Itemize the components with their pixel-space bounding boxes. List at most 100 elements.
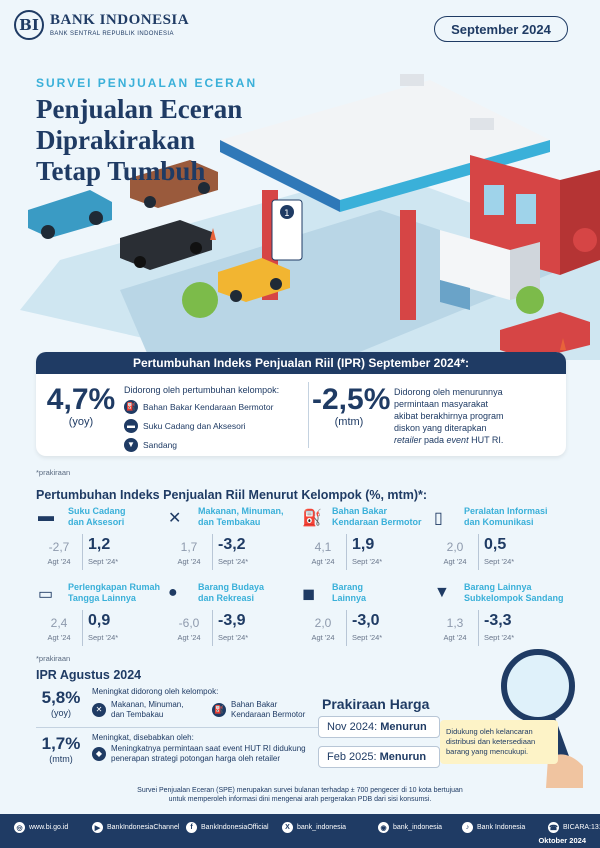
survey-eyebrow: SURVEI PENJUALAN ECERAN xyxy=(36,76,258,90)
drop-icon: ● xyxy=(168,584,178,601)
august-yoy-row: 5,8% (yoy) Meningkat didorong oleh kelom… xyxy=(36,684,326,728)
brown-pickup-icon xyxy=(130,160,218,208)
group-name: Peralatan Informasi dan Komunikasi xyxy=(464,506,548,527)
group-cur-value: 0,5 xyxy=(484,536,507,553)
phone-call-icon: ☎ xyxy=(548,822,559,833)
tiktok-icon: ♪ xyxy=(462,822,473,833)
yellow-car-icon xyxy=(218,258,290,302)
gas-station-illustration: 1 xyxy=(20,74,600,360)
brand-name: BANK INDONESIA xyxy=(50,12,190,28)
group-prev-label: Agt '24 xyxy=(177,557,201,566)
group-prev-label: Agt '24 xyxy=(177,633,201,642)
period-badge: September 2024 xyxy=(434,16,568,42)
group-prev-value: 1,7 xyxy=(180,540,198,554)
group-cur-label: Sept '24* xyxy=(218,633,249,642)
brand-sub: BANK SENTRAL REPUBLIK INDONESIA xyxy=(50,31,174,37)
shirt-icon: ▼ xyxy=(434,584,450,601)
phone-icon: ▯ xyxy=(434,510,443,527)
group-name: Barang Budaya dan Rekreasi xyxy=(198,582,265,603)
group-card: ◼ Barang Lainnya 2,0 Agt '24 -3,0 Sept '24* xyxy=(300,582,435,672)
survey-note: Survei Penjualan Eceran (SPE) merupakan … xyxy=(137,787,463,803)
ipr-mtm-value: -2,5% xyxy=(312,383,391,416)
group-name: Barang Lainnya Subkelompok Sandang xyxy=(464,582,564,603)
group-cur-label: Sept '24* xyxy=(88,633,119,642)
group-prev-value: 1,3 xyxy=(446,616,464,630)
car-icon: ▬ xyxy=(38,508,54,525)
august-mtm-label: (mtm) xyxy=(49,754,73,764)
group-divider xyxy=(478,534,479,570)
brand-logo: BI BANK INDONESIA BANK SENTRAL REPUBLIK … xyxy=(14,10,189,40)
ipr-mtm-explanation: Didorong oleh menurunnya permintaan masy… xyxy=(394,387,504,445)
footer-bar: ◎ www.bi.go.id ▶ BankIndonesiaChannel f BankI… xyxy=(0,814,600,848)
footer-link[interactable]: ☎ BICARA:131 xyxy=(548,822,600,833)
magnifier-icon xyxy=(501,649,583,788)
black-pickup-icon xyxy=(120,220,212,270)
x-icon: X xyxy=(282,822,293,833)
footer-link[interactable]: ♪ Bank Indonesia xyxy=(462,822,525,833)
group-cur-label: Sept '24* xyxy=(352,557,383,566)
august-mtm-reason: ◆ Meningkatnya permintaan saat event HUT… xyxy=(92,744,326,764)
ipr-yoy-label: (yoy) xyxy=(68,416,94,428)
fuel-hose-icon: ⛽ xyxy=(302,510,322,527)
group-card: ▯ Peralatan Informasi dan Komunikasi 2,0 Agt… xyxy=(432,506,567,596)
ipr-september-card: Pertumbuhan Indeks Penjualan Riil (IPR) … xyxy=(36,352,566,456)
august-yoy-value: 5,8% xyxy=(41,688,81,707)
footer-link[interactable]: ▶ BankIndonesiaChannel xyxy=(92,822,179,833)
footer-link[interactable]: ◎ www.bi.go.id xyxy=(14,822,68,833)
footer-link[interactable]: ◉ bank_indonesia xyxy=(378,822,442,833)
red-car-icon xyxy=(500,312,590,360)
group-prev-label: Agt '24 xyxy=(47,633,71,642)
august-yoy-item: ⛽ Bahan Bakar Kendaraan Bermotor xyxy=(212,700,305,720)
august-yoy-driver: Meningkat didorong oleh kelompok: xyxy=(92,687,219,696)
group-card: ● Barang Budaya dan Rekreasi -6,0 Agt '24 -3,… xyxy=(166,582,301,672)
group-divider xyxy=(82,610,83,646)
fuel-hose-icon: ⛽ xyxy=(212,703,226,717)
group-name: Suku Cadang dan Aksesori xyxy=(68,506,126,527)
group-cur-label: Sept '24* xyxy=(352,633,383,642)
group-cur-label: Sept '24* xyxy=(484,633,515,642)
facebook-icon: f xyxy=(186,822,197,833)
publish-date: Oktober 2024 xyxy=(538,836,586,845)
sofa-icon: ▭ xyxy=(38,586,54,603)
ipr-yoy-item: ▬ Suku Cadang dan Aksesori xyxy=(124,419,304,433)
ipr-footnote: *prakiraan xyxy=(36,468,71,477)
group-cur-value: 1,2 xyxy=(88,536,111,553)
group-prev-value: 2,4 xyxy=(50,616,68,630)
groups-title: Pertumbuhan Indeks Penjualan Riil Menuru… xyxy=(36,488,428,502)
august-yoy-label: (yoy) xyxy=(51,708,71,718)
group-divider xyxy=(346,610,347,646)
group-name: Bahan Bakar Kendaraan Bermotor xyxy=(332,506,422,527)
blue-car-icon xyxy=(28,190,112,239)
footer-link[interactable]: f BankIndonesiaOfficial xyxy=(186,822,269,833)
shopping-bag-icon: ◼ xyxy=(302,586,316,603)
group-name: Barang Lainnya xyxy=(332,582,367,603)
tag-icon: ◆ xyxy=(92,747,106,761)
group-prev-label: Agt '24 xyxy=(443,557,467,566)
utensils-icon: ✕ xyxy=(92,703,106,717)
august-yoy-item: ✕ Makanan, Minuman, dan Tembakau xyxy=(92,700,183,720)
youtube-icon: ▶ xyxy=(92,822,103,833)
august-mtm-driver: Meningkat, disebabkan oleh: xyxy=(92,733,194,742)
utensils-icon: ✕ xyxy=(168,510,182,527)
group-cur-value: 1,9 xyxy=(352,536,375,553)
group-cur-label: Sept '24* xyxy=(218,557,249,566)
ipr-yoy-driver: Didorong oleh pertumbuhan kelompok: xyxy=(124,385,280,395)
group-cur-label: Sept '24* xyxy=(484,557,515,566)
forecast-title: Prakiraan Harga xyxy=(322,696,430,712)
bi-logo-icon: BI xyxy=(14,10,44,40)
group-card: ▼ Barang Lainnya Subkelompok Sandang 1,3 Agt… xyxy=(432,582,567,672)
group-name: Makanan, Minuman, dan Tembakau xyxy=(198,506,284,527)
group-name: Perlengkapan Rumah Tangga Lainnya xyxy=(68,582,161,603)
forecast-note: Didukung oleh kelancaran distribusi dan … xyxy=(440,720,558,764)
august-title: IPR Agustus 2024 xyxy=(36,668,142,682)
group-divider xyxy=(212,534,213,570)
shirt-icon: ▼ xyxy=(124,438,138,452)
forecast-row-nov: Nov 2024: Menurun xyxy=(318,716,440,738)
group-card: ✕ Makanan, Minuman, dan Tembakau 1,7 Agt '24… xyxy=(166,506,301,596)
globe-icon: ◎ xyxy=(14,822,25,833)
page-title: Penjualan Eceran Diprakirakan Tetap Tumb… xyxy=(36,94,243,186)
group-divider xyxy=(82,534,83,570)
august-mtm-row: 1,7% (mtm) Meningkat, disebabkan oleh: ◆… xyxy=(36,730,326,772)
group-prev-label: Agt '24 xyxy=(311,633,335,642)
